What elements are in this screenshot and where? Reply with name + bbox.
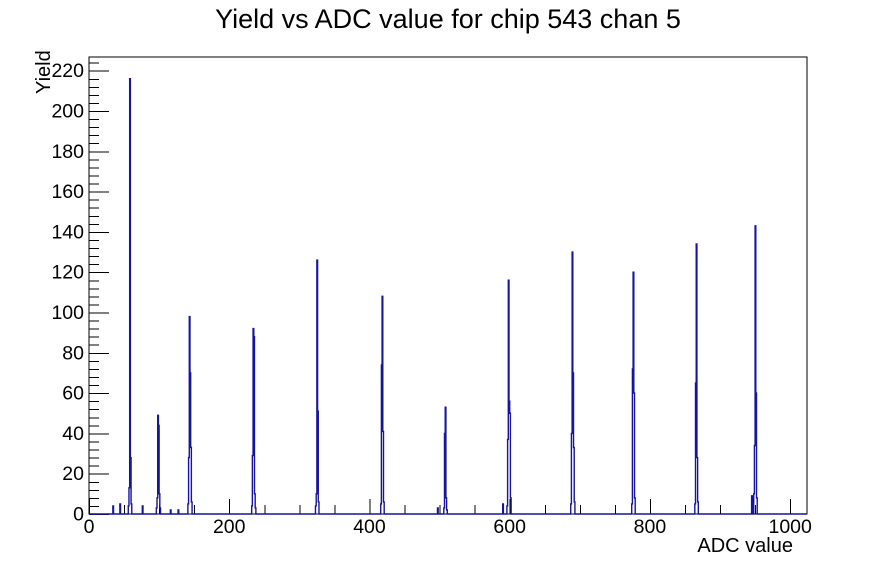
x-tick-label: 400 [353,516,386,538]
chart-title: Yield vs ADC value for chip 543 chan 5 [215,4,681,34]
y-tick-label: 200 [51,101,84,123]
x-tick-label: 800 [634,516,667,538]
plot-frame [88,56,808,515]
y-tick-label: 140 [51,221,84,243]
y-tick-label: 120 [51,262,84,284]
y-tick-label: 160 [51,181,84,203]
x-tick-label: 1000 [768,516,812,538]
y-tick-label: 100 [51,302,84,324]
y-tick-label: 20 [62,463,84,485]
x-tick-label: 0 [84,516,95,538]
y-tick-label: 80 [62,342,84,364]
y-tick-label: 220 [51,60,84,82]
x-tick-label: 200 [213,516,246,538]
y-tick-label: 60 [62,383,84,405]
x-tick-label: 600 [493,516,526,538]
x-axis-title: ADC value [697,535,793,557]
y-tick-label: 40 [62,423,84,445]
histogram-line [89,78,807,515]
y-tick-label: 180 [51,141,84,163]
y-tick-label: 0 [73,504,84,526]
